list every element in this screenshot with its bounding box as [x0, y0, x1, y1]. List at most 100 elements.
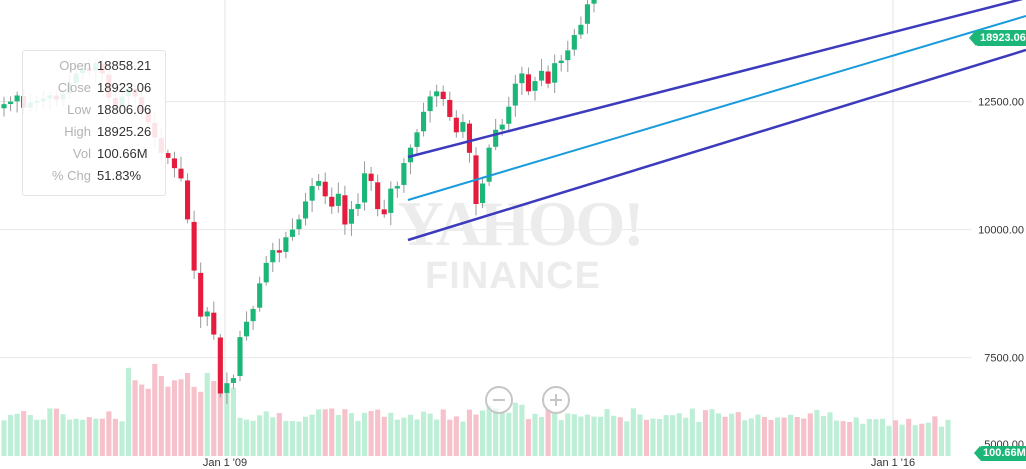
volume-bar [178, 379, 184, 456]
volume-bar [676, 413, 682, 456]
volume-bar [145, 388, 151, 456]
channel-lower-line [407, 48, 1026, 242]
x-tick-label: Jan 1 '16 [871, 457, 915, 469]
candle-body [335, 193, 341, 206]
volume-bar [683, 417, 689, 456]
volume-bar [414, 419, 420, 456]
volume-bar [171, 380, 178, 456]
watermark-line1: YAHOO! [397, 188, 642, 259]
candle-body [178, 168, 184, 179]
volume-bar [47, 408, 53, 456]
volume-bar [263, 411, 269, 456]
volume-bar [879, 418, 886, 456]
volume-bar [755, 414, 761, 456]
volume-bar [715, 413, 722, 456]
candle-body [558, 60, 564, 64]
watermark: YAHOO! FINANCE [397, 188, 644, 297]
close-row: Close 18923.06 [23, 80, 165, 100]
y-tick-label: 10000.00 [978, 225, 1024, 237]
volume-bar [558, 420, 564, 456]
volume-bar [565, 413, 571, 456]
candle-body [512, 83, 518, 106]
volume-bar [506, 412, 512, 456]
candle-body [460, 122, 466, 132]
volume-bar [73, 418, 79, 456]
volume-bar [1, 420, 7, 456]
volume-bar [591, 416, 597, 456]
candle-body [407, 147, 414, 163]
candle-body [479, 183, 486, 203]
volume-bar [237, 417, 243, 456]
high-row: High 18925.26 [23, 124, 165, 144]
volume-bar [768, 419, 774, 456]
volume-bar [925, 422, 931, 456]
candle-body [394, 186, 400, 189]
volume-bar [230, 387, 237, 456]
high-value: 18925.26 [97, 124, 152, 139]
candle-body [204, 311, 210, 317]
volume-bar [198, 391, 204, 456]
volume-bar [375, 409, 381, 456]
volume-bar [447, 419, 453, 456]
zoom-out-button[interactable] [485, 386, 513, 414]
volume-bar [106, 411, 112, 456]
volume-bar [460, 421, 466, 456]
candle-body [1, 104, 7, 109]
watermark-line2: FINANCE [425, 255, 601, 297]
candle-body [14, 95, 20, 102]
candle-body [414, 132, 420, 147]
volume-bar [394, 419, 400, 456]
volume-bar [906, 418, 912, 456]
volume-bar [329, 408, 335, 456]
channel-upper-line [407, 0, 1024, 159]
volume-bar [191, 386, 197, 456]
volume-bar [211, 380, 217, 456]
volume-bar [493, 408, 499, 456]
volume-bar [873, 419, 879, 456]
volume-bar [912, 425, 918, 456]
volume-bar [80, 419, 86, 456]
candle-body [322, 181, 328, 197]
volume-bar [152, 363, 158, 456]
candle-body [368, 173, 374, 181]
volume-bar [276, 413, 282, 456]
candle-body [230, 378, 237, 383]
candle-body [355, 204, 361, 209]
zoom-in-button[interactable] [542, 386, 570, 414]
volume-bar [217, 384, 223, 456]
volume-bar [578, 416, 584, 456]
vol-row: Vol 100.66M [23, 146, 165, 166]
candle-body [329, 196, 335, 207]
volume-bar [486, 405, 492, 456]
volume-bar [519, 404, 525, 456]
volume-bar [250, 420, 256, 456]
candle-body [211, 312, 217, 335]
volume-bar [388, 412, 394, 456]
volume-bar [434, 419, 440, 456]
volume-bar [892, 420, 899, 456]
volume-bar [761, 417, 768, 456]
candle-body [237, 337, 243, 377]
volume-bar [440, 409, 446, 456]
volume-bar [919, 423, 925, 456]
open-value: 18858.21 [97, 58, 152, 73]
volume-bar [283, 420, 289, 456]
low-row: Low 18806.06 [23, 102, 165, 122]
volume-bar [801, 418, 807, 456]
volume-bar [342, 409, 348, 456]
candle-body [466, 123, 473, 153]
price-axis: 7500.0010000.0012500.0015000.0017500.002… [978, 97, 1024, 451]
volume-bar [348, 413, 355, 456]
volume-bar [316, 409, 322, 456]
volume-bar [204, 373, 210, 456]
open-row: Open 18858.21 [23, 58, 165, 78]
volume-bar [656, 418, 663, 456]
close-label: Close [57, 80, 91, 95]
volume-bar [847, 421, 853, 456]
volume-bar [125, 367, 132, 456]
zoom-out-icon [493, 399, 505, 401]
volume-bar [158, 375, 164, 456]
volume-bar [748, 418, 754, 456]
volume-bar [833, 420, 840, 456]
